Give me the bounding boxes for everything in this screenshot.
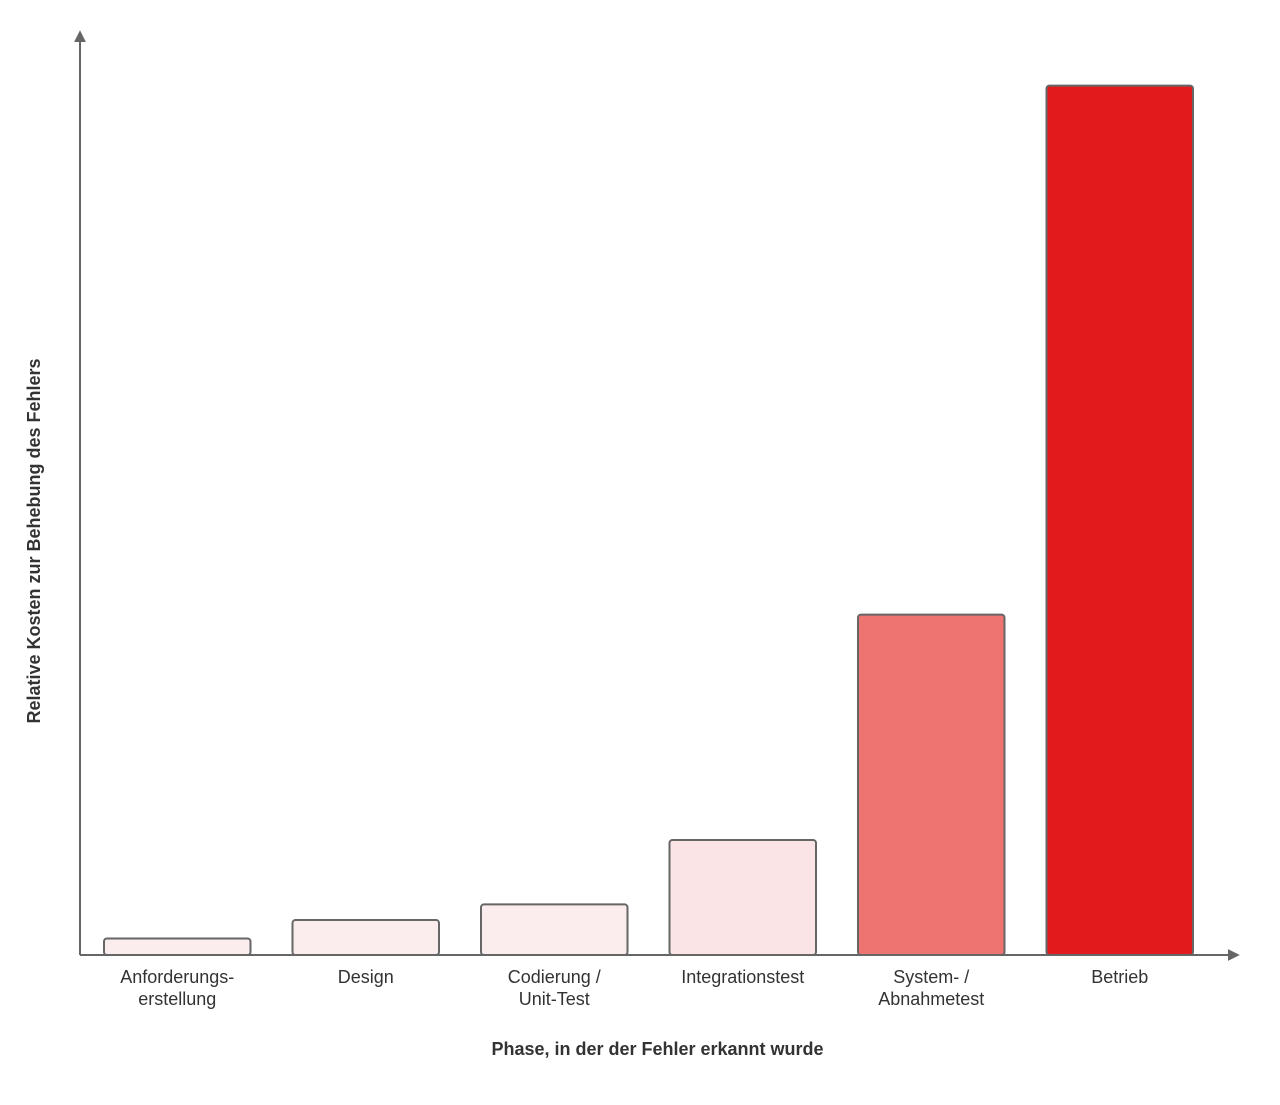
category-label: Integrationstest (681, 967, 804, 987)
bar (293, 920, 440, 955)
bar (1047, 86, 1194, 955)
y-axis-label: Relative Kosten zur Behebung des Fehlers (24, 358, 44, 723)
category-label: Betrieb (1091, 967, 1148, 987)
bar (858, 615, 1005, 955)
bar (670, 840, 817, 955)
category-label: Design (338, 967, 394, 987)
x-axis-label: Phase, in der der Fehler erkannt wurde (491, 1039, 823, 1059)
cost-of-defect-chart: Anforderungs-erstellungDesignCodierung /… (0, 0, 1280, 1105)
bar (104, 938, 251, 955)
bar (481, 904, 628, 955)
